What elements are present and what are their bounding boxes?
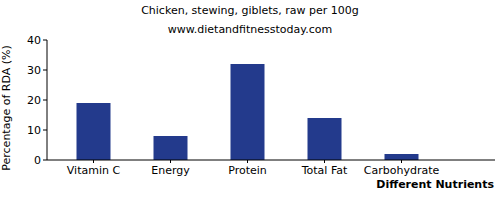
x-tick-label: Protein <box>228 164 267 177</box>
x-tick-label: Total Fat <box>301 164 348 177</box>
x-tick-label: Carbohydrate <box>364 164 440 177</box>
y-tick <box>43 160 47 161</box>
y-tick <box>43 130 47 131</box>
y-tick <box>43 40 47 41</box>
x-tick <box>170 160 171 163</box>
x-tick <box>247 160 248 163</box>
x-axis-label: Different Nutrients <box>376 178 494 191</box>
x-axis <box>47 160 495 161</box>
y-axis-label: Percentage of RDA (%) <box>0 45 13 170</box>
y-tick-label: 20 <box>27 94 41 107</box>
x-tick <box>401 160 402 163</box>
y-tick-label: 30 <box>27 64 41 77</box>
y-tick <box>43 70 47 71</box>
y-tick-label: 40 <box>27 34 41 47</box>
y-tick-label: 10 <box>27 124 41 137</box>
y-tick <box>43 100 47 101</box>
y-tick-label: 0 <box>34 154 41 167</box>
x-tick <box>93 160 94 163</box>
title: Chicken, stewing, giblets, raw per 100g <box>141 4 359 17</box>
chart-container: Chicken, stewing, giblets, raw per 100g w… <box>0 0 500 200</box>
x-tick <box>324 160 325 163</box>
bar <box>77 103 111 160</box>
y-axis <box>47 40 48 160</box>
x-tick-label: Energy <box>151 164 190 177</box>
x-tick-label: Vitamin C <box>67 164 121 177</box>
bar <box>308 118 342 160</box>
chart-svg: Chicken, stewing, giblets, raw per 100g w… <box>0 0 500 200</box>
bar <box>231 64 265 160</box>
bar <box>385 154 419 160</box>
bars <box>77 64 419 160</box>
bar <box>154 136 188 160</box>
subtitle: www.dietandfitnesstoday.com <box>168 23 332 36</box>
